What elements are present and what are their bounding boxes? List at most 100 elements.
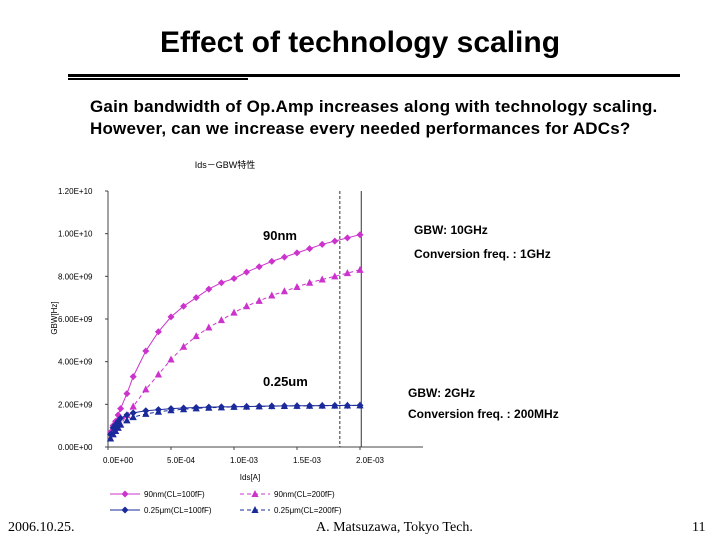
- data-point: [217, 279, 225, 287]
- data-point: [154, 328, 162, 336]
- data-point: [129, 409, 137, 417]
- annotation-conv-low: Conversion freq. : 200MHz: [408, 407, 559, 421]
- data-point: [123, 416, 131, 424]
- x-tick-label: 0.0E+00: [103, 456, 134, 465]
- footer-date: 2006.10.25.: [8, 520, 75, 535]
- y-tick-label: 2.00E+09: [58, 400, 93, 409]
- data-point: [154, 407, 162, 415]
- data-point: [129, 373, 137, 381]
- y-tick-label: 6.00E+09: [58, 315, 93, 324]
- data-point: [331, 401, 339, 409]
- y-tick-label: 1.00E+10: [58, 230, 93, 239]
- data-point: [167, 355, 175, 363]
- data-point: [154, 370, 162, 378]
- data-point: [106, 434, 115, 442]
- subtitle-line-1: Gain bandwidth of Op.Amp increases along…: [90, 97, 658, 116]
- data-point: [180, 302, 188, 310]
- y-tick-label: 4.00E+09: [58, 358, 93, 367]
- subtitle-line-2: However, can we increase every needed pe…: [90, 119, 631, 138]
- chart-title: Ids－GBW特性: [195, 159, 256, 170]
- x-axis-label: Ids[A]: [240, 473, 260, 482]
- data-point: [192, 332, 200, 340]
- legend-label-2: 90nm(CL=200fF): [274, 490, 335, 499]
- data-point: [280, 253, 288, 261]
- footer-page-number: 11: [692, 520, 706, 535]
- data-point: [306, 401, 314, 409]
- data-point: [268, 257, 276, 265]
- data-point: [280, 287, 288, 295]
- legend-marker-3: [121, 506, 129, 514]
- data-point: [280, 402, 288, 410]
- x-tick-label: 1.5E-03: [293, 456, 322, 465]
- data-point: [343, 401, 351, 409]
- data-point: [180, 342, 188, 350]
- series-line-2: [110, 269, 361, 439]
- footer-author: A. Matsuzawa, Tokyo Tech.: [316, 520, 473, 535]
- data-point: [230, 402, 238, 410]
- data-point: [217, 316, 225, 324]
- y-tick-label: 1.20E+10: [58, 187, 93, 196]
- data-point: [331, 237, 339, 245]
- legend-label-4: 0.25μm(CL=200fF): [274, 506, 342, 515]
- data-point: [142, 409, 150, 417]
- data-point: [356, 231, 364, 239]
- annotation-025um: 0.25um: [263, 374, 308, 389]
- legend-marker-2: [251, 490, 259, 497]
- data-point: [243, 302, 251, 310]
- data-point: [217, 403, 225, 411]
- data-point: [142, 347, 150, 355]
- data-point: [192, 294, 200, 302]
- data-point: [205, 403, 213, 411]
- legend-marker-1: [121, 490, 129, 498]
- title-underline-accent: [68, 78, 248, 80]
- data-point: [123, 411, 131, 419]
- data-point: [243, 268, 251, 276]
- annotation-conv-high: Conversion freq. : 1GHz: [414, 247, 551, 261]
- data-point: [205, 285, 213, 293]
- title-divider: [68, 74, 680, 77]
- data-point: [205, 323, 213, 331]
- data-point: [318, 401, 326, 409]
- data-point: [142, 385, 150, 393]
- data-point: [117, 420, 125, 428]
- data-point: [268, 291, 276, 299]
- data-point: [343, 234, 351, 242]
- annotation-gbw-high: GBW: 10GHz: [414, 223, 488, 237]
- legend-label-3: 0.25μm(CL=100fF): [144, 506, 212, 515]
- data-point: [306, 245, 314, 253]
- data-point: [255, 263, 263, 271]
- data-point: [255, 296, 263, 304]
- data-point: [331, 272, 339, 280]
- data-point: [117, 414, 125, 422]
- data-point: [230, 308, 238, 316]
- annotation-90nm: 90nm: [263, 228, 297, 243]
- data-point: [293, 401, 301, 409]
- x-tick-label: 1.0E-03: [230, 456, 259, 465]
- data-point: [306, 278, 314, 286]
- legend-marker-4: [251, 506, 259, 513]
- data-point: [318, 240, 326, 248]
- data-point: [255, 402, 263, 410]
- legend-label-1: 90nm(CL=100fF): [144, 490, 205, 499]
- y-tick-label: 8.00E+09: [58, 272, 93, 281]
- data-point: [167, 313, 175, 321]
- data-point: [167, 406, 175, 414]
- annotation-gbw-low: GBW: 2GHz: [408, 386, 475, 400]
- data-point: [129, 413, 137, 421]
- data-point: [268, 402, 276, 410]
- data-point: [243, 402, 251, 410]
- y-tick-label: 0.00E+00: [58, 443, 93, 452]
- data-point: [192, 404, 200, 412]
- x-tick-label: 5.0E-04: [167, 456, 196, 465]
- data-point: [129, 402, 137, 410]
- data-point: [230, 274, 238, 282]
- data-point: [356, 265, 364, 273]
- data-point: [293, 283, 301, 290]
- x-tick-label: 2.0E-03: [356, 456, 385, 465]
- data-point: [343, 269, 351, 277]
- data-point: [180, 405, 188, 413]
- data-point: [356, 401, 364, 409]
- y-axis-label: GBW[Hz]: [50, 301, 59, 334]
- data-point: [117, 405, 125, 413]
